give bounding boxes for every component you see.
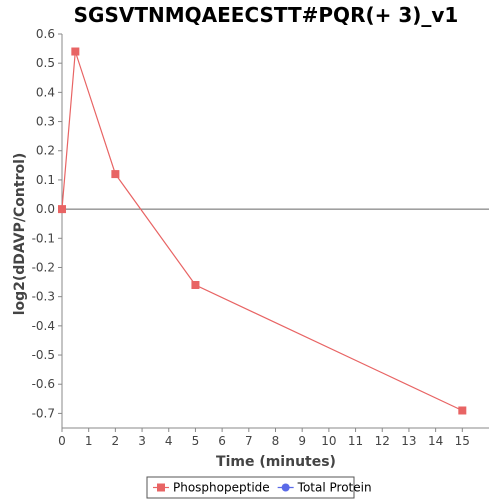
x-axis-label: Time (minutes) [216,454,336,470]
series-line-0 [61,51,463,412]
legend-label-0: Phosphopeptide [173,481,270,495]
y-tick-label: 0.4 [36,85,55,99]
x-tick-label: 10 [321,434,336,448]
x-tick-label: 13 [401,434,416,448]
y-tick-label: -0.7 [32,406,55,420]
plot-area: 0.6 0.5 0.4 0.3 0.2 0.1 0.0 -0.1 -0.2 -0.3 -0.4 -0.… [32,27,489,448]
legend-box [146,476,355,499]
y-tick-label: -0.3 [32,290,55,304]
x-tick-label: 6 [218,434,226,448]
x-tick-label: 1 [85,434,93,448]
y-tick-label: 0.3 [36,115,55,129]
legend-label-1: Total Protein [297,481,372,495]
y-tick-label: 0.0 [36,202,55,216]
y-tick-label: -0.6 [32,377,55,391]
x-tick-label: 12 [375,434,390,448]
y-tick-label: -0.4 [32,319,55,333]
legend-marker-circle [281,483,290,492]
y-tick-label: 0.5 [36,56,55,70]
x-tick-label: 9 [298,434,306,448]
y-tick-label: 0.6 [36,27,55,41]
x-tick-label: 5 [192,434,200,448]
chart-title: SGSVTNMQAEECSTT#PQR(+ 3)_v1 [74,3,459,27]
x-tick-label: 0 [58,434,66,448]
data-point [71,47,80,56]
x-tick-label: 8 [272,434,280,448]
data-point [58,205,66,214]
x-tick-label: 3 [138,434,146,448]
y-tick-label: -0.5 [32,348,55,362]
x-tick-label: 2 [112,434,120,448]
x-tick-label: 7 [245,434,253,448]
y-axis-label: log2(dDAVP/Control) [12,153,28,316]
x-tick-label: 14 [428,434,443,448]
x-tick-label: 11 [348,434,363,448]
legend-marker-square [157,483,165,492]
data-point [458,406,467,415]
x-tick-label: 15 [455,434,470,448]
data-point [191,280,200,289]
legend: Phosphopeptide Total Protein [146,476,372,499]
y-tick-label: 0.1 [36,173,55,187]
y-tick-label: -0.2 [32,260,55,274]
y-tick-label: -0.1 [32,231,55,245]
data-point [111,170,120,179]
y-tick-label: 0.2 [36,144,55,158]
x-tick-label: 4 [165,434,173,448]
